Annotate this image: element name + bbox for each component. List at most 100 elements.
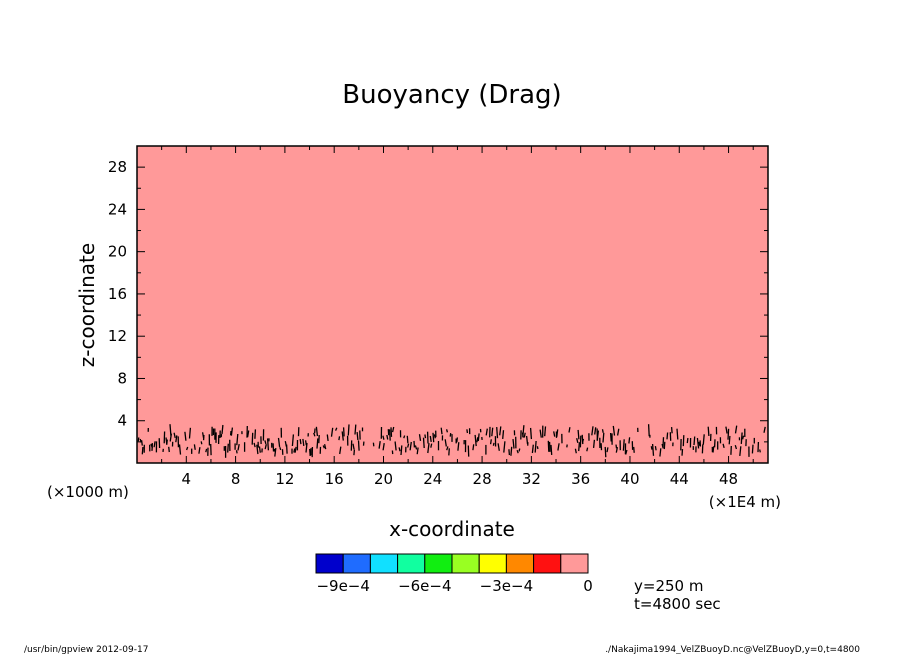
contour-lines	[137, 424, 766, 458]
contour-mark	[432, 432, 435, 443]
colorbar-swatch	[315, 553, 344, 574]
contour-mark	[446, 446, 449, 451]
x-tick-label: 4	[182, 470, 192, 488]
contour-mark	[237, 443, 240, 451]
contour-mark	[734, 425, 738, 434]
contour-mark	[335, 427, 338, 431]
contour-mark	[577, 429, 580, 440]
contour-mark	[444, 439, 447, 447]
contour-mark	[378, 441, 381, 449]
contour-mark	[407, 443, 410, 448]
chart-title: Buoyancy (Drag)	[342, 80, 561, 110]
contour-mark	[198, 447, 201, 454]
contour-mark	[604, 446, 607, 458]
contour-mark	[184, 431, 187, 441]
contour-mark	[304, 440, 307, 446]
contour-mark	[474, 434, 477, 447]
plot-frame	[136, 145, 769, 464]
contour-mark	[188, 427, 192, 439]
contour-mark	[353, 449, 356, 456]
contour-mark	[591, 426, 594, 436]
contour-mark	[628, 437, 631, 444]
contour-mark	[264, 444, 267, 450]
contour-mark	[763, 426, 766, 433]
contour-mark	[291, 434, 295, 447]
contour-mark	[497, 443, 500, 451]
y-tick-label: 24	[108, 200, 127, 218]
contour-mark	[536, 446, 539, 450]
contour-mark	[693, 436, 696, 446]
contour-mark	[141, 446, 144, 455]
contour-mark	[601, 429, 604, 433]
contour-mark	[264, 440, 267, 445]
contour-mark	[440, 427, 443, 435]
contour-mark	[140, 440, 143, 446]
x-tick-label: 32	[522, 470, 541, 488]
contour-mark	[508, 449, 511, 456]
contour-mark	[574, 448, 577, 454]
contour-mark	[388, 429, 391, 441]
contour-mark	[139, 438, 142, 443]
contour-mark	[254, 429, 257, 439]
contour-mark	[741, 435, 745, 440]
contour-mark	[382, 435, 385, 440]
contour-mark	[266, 438, 270, 451]
contour-mark	[676, 428, 679, 440]
contour-mark	[686, 437, 689, 444]
contour-mark	[305, 442, 308, 453]
x-tick-label: 12	[275, 470, 294, 488]
colorbar-swatch	[451, 553, 480, 574]
footer-right: ./Nakajima1994_VelZBuoyD.nc@VelZBuoyD,y=…	[605, 645, 860, 654]
contour-mark	[472, 444, 475, 451]
y-tick-label: 4	[117, 412, 127, 430]
contour-mark	[341, 431, 344, 441]
contour-mark	[727, 428, 730, 440]
contour-mark	[485, 428, 488, 436]
contour-mark	[302, 438, 305, 446]
contour-mark	[313, 428, 316, 434]
x-tick-label: 20	[374, 470, 393, 488]
contour-mark	[606, 447, 609, 453]
contour-mark	[662, 437, 665, 447]
colorbar-swatch	[560, 553, 589, 574]
contour-mark	[205, 448, 208, 453]
contour-mark	[568, 427, 571, 433]
contour-mark	[491, 427, 494, 437]
contour-mark	[496, 427, 499, 439]
contour-mark	[544, 426, 547, 437]
contour-mark	[221, 424, 224, 434]
contour-mark	[734, 445, 738, 450]
contour-mark	[235, 450, 238, 454]
contour-mark	[406, 435, 409, 444]
colorbar-label: −6e−4	[398, 577, 451, 595]
x-tick-label: 36	[571, 470, 590, 488]
contour-mark	[390, 427, 393, 437]
contour-mark	[285, 444, 288, 454]
contour-mark	[356, 432, 359, 441]
info-t: t=4800 sec	[634, 595, 721, 613]
contour-mark	[557, 443, 560, 451]
colorbar-swatch	[369, 553, 399, 574]
contour-mark	[391, 426, 395, 433]
contour-mark	[616, 428, 620, 436]
contour-mark	[489, 439, 492, 445]
x-unit-right: (×1E4 m)	[709, 493, 781, 511]
x-axis-label: x-coordinate	[389, 517, 515, 541]
contour-mark	[274, 448, 277, 457]
contour-mark	[576, 438, 579, 443]
contour-mark	[236, 433, 239, 446]
colorbar: −9e−4 −6e−4 −3e−4 0	[315, 553, 593, 595]
contour-mark	[227, 443, 229, 453]
contour-mark	[547, 440, 550, 452]
contour-mark	[294, 446, 297, 453]
contour-mark	[253, 442, 256, 448]
contour-mark	[386, 434, 389, 440]
contour-mark	[169, 433, 173, 442]
contour-mark	[175, 435, 178, 443]
contour-mark	[185, 446, 189, 451]
y-tick-label: 20	[108, 243, 127, 261]
contour-mark	[725, 426, 728, 434]
contour-mark	[258, 446, 261, 453]
contour-mark	[556, 429, 559, 437]
colorbar-swatch	[478, 553, 507, 574]
